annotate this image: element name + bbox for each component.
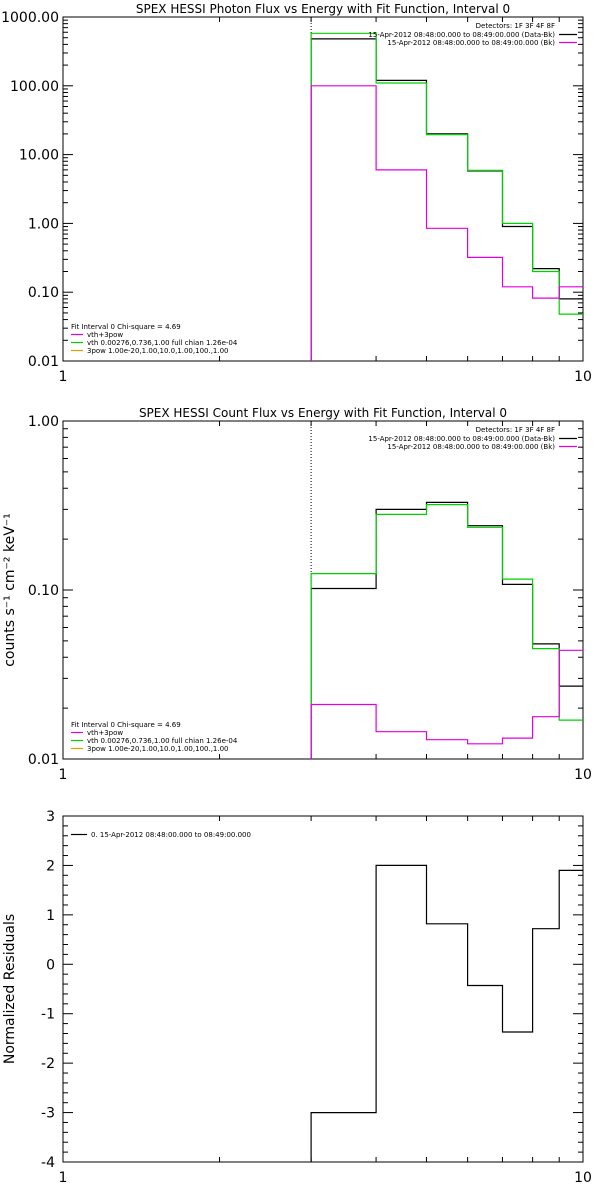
- panel3-ytick-label: -3: [41, 1106, 55, 1122]
- panel2-legend-entry-2: 15-Apr-2012 08:48:00.000 to 08:49:00.000…: [387, 443, 555, 451]
- panel1-title: SPEX HESSI Photon Flux vs Energy with Fi…: [136, 2, 510, 16]
- panel2-ytick-label: 1.00: [28, 414, 59, 430]
- panel2-ytick-label: 0.01: [28, 752, 59, 768]
- panel2-fit-entry-1: vth+3pow: [87, 729, 123, 737]
- panel1-series-group: [310, 32, 583, 361]
- panel3-ytick-label: 1: [46, 908, 55, 924]
- panel1-series-3-step: [310, 85, 583, 361]
- panel2-title: SPEX HESSI Count Flux vs Energy with Fit…: [139, 406, 507, 420]
- panel1-ytick-label: 1.00: [28, 216, 59, 232]
- panel1-fit-entry-2: vth 0.00276,0.736,1.00 full chian 1.26e-…: [87, 339, 238, 347]
- panel2-ytick-label: 0.10: [28, 583, 59, 599]
- panel1-axes-frame: [62, 16, 584, 362]
- panel1-xtick-label: 10: [574, 369, 592, 385]
- panel3-axes-frame: [62, 815, 584, 1163]
- panel1-legend-entry-2: 15-Apr-2012 08:48:00.000 to 08:49:00.000…: [387, 39, 555, 47]
- panel2-series-1-step: [310, 501, 583, 759]
- panel3-xtick-label: 1: [59, 1170, 68, 1186]
- panel1-legend-entry-1: 15-Apr-2012 08:48:00.000 to 08:49:00.000…: [368, 31, 555, 39]
- panel3-series-group: [310, 864, 583, 1162]
- panel2-legend-entry-1: 15-Apr-2012 08:48:00.000 to 08:49:00.000…: [368, 435, 555, 443]
- panel3-ytick-label: -2: [41, 1056, 55, 1072]
- panel3-xtick-label: 10: [574, 1170, 592, 1186]
- panel2-xtick-label: 1: [59, 767, 68, 783]
- panel1-xtick-label: 1: [59, 369, 68, 385]
- panel2-series-group: [310, 501, 583, 759]
- panel3-ylabel: Normalized Residuals: [2, 914, 18, 1064]
- panel2-legend-header: Detectors: 1F 3F 4F 8F: [476, 426, 555, 434]
- panel3-ytick-label: -4: [41, 1155, 55, 1171]
- panel1-series-1-step: [310, 38, 583, 361]
- panel2-series-2-step: [310, 504, 583, 759]
- panel1-fit-entry-3: 3pow 1.00e-20,1.00,10.0,1.00,100.,1.00: [87, 347, 229, 355]
- panel1-series-2-step: [310, 32, 583, 361]
- panel3-ytick-label: -1: [41, 1007, 55, 1023]
- panel1-ytick-label: 0.10: [28, 285, 59, 301]
- panel1-fit-header: Fit Interval 0 Chi-square = 4.69: [71, 323, 181, 331]
- panel2-fit-header: Fit Interval 0 Chi-square = 4.69: [71, 721, 181, 729]
- panel1-fit-entry-1: vth+3pow: [87, 331, 123, 339]
- panel3-series-1-step: [310, 864, 583, 1162]
- panel1-legend-header: Detectors: 1F 3F 4F 8F: [476, 22, 555, 30]
- panel3-legend-entry-1: 0. 15-Apr-2012 08:48:00.000 to 08:49:00.…: [91, 831, 251, 839]
- panel2-series-3-step: [310, 649, 583, 759]
- panel2-fit-entry-3: 3pow 1.00e-20,1.00,10.0,1.00,100.,1.00: [87, 745, 229, 753]
- panel2-fit-entry-2: vth 0.00276,0.736,1.00 full chian 1.26e-…: [87, 737, 238, 745]
- panel1-ytick-label: 100.00: [10, 79, 59, 95]
- panel2-xtick-label: 10: [574, 767, 592, 783]
- panel1-ytick-label: 10.00: [19, 148, 59, 164]
- panel1-ytick-label: 0.01: [28, 354, 59, 370]
- panel3-ytick-label: 0: [46, 957, 55, 973]
- panel2-ylabel: counts s⁻¹ cm⁻² keV⁻¹: [2, 513, 18, 667]
- panel3-ytick-label: 2: [46, 858, 55, 874]
- panel3-ytick-label: 3: [46, 809, 55, 825]
- panel2-axes-frame: [62, 420, 584, 760]
- panel1-ytick-label: 1000.00: [1, 10, 59, 26]
